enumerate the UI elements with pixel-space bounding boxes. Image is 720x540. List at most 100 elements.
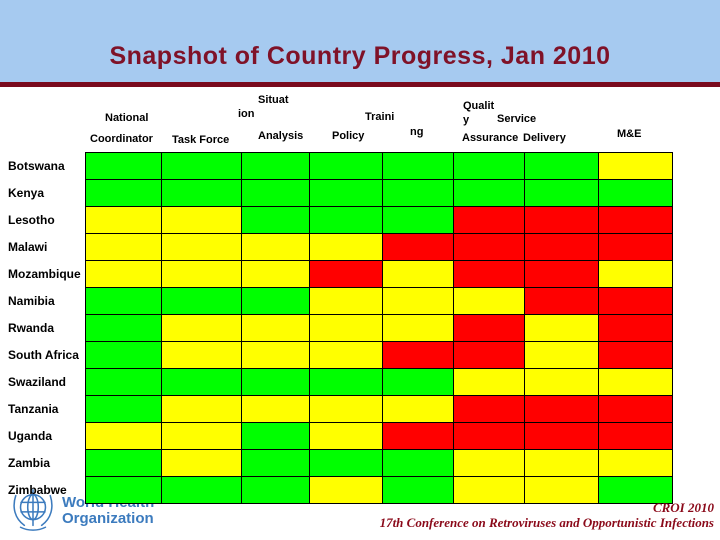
status-cell-rwanda-col6 (453, 314, 524, 341)
status-cell-rwanda-col4 (309, 314, 382, 341)
row-label-kenya: Kenya (8, 185, 45, 200)
status-cell-tanzania-col2 (161, 395, 241, 422)
status-cell-zimbabwe-col5 (382, 476, 453, 503)
status-cell-swaziland-col1 (85, 368, 161, 395)
status-cell-botswana-col3 (241, 152, 309, 179)
status-cell-uganda-col4 (309, 422, 382, 449)
status-cell-zimbabwe-col7 (524, 476, 598, 503)
status-cell-rwanda-col2 (161, 314, 241, 341)
status-cell-tanzania-col5 (382, 395, 453, 422)
status-cell-rwanda-col1 (85, 314, 161, 341)
status-cell-swaziland-col4 (309, 368, 382, 395)
status-cell-rwanda-col5 (382, 314, 453, 341)
status-cell-namibia-col5 (382, 287, 453, 314)
status-cell-south-africa-col6 (453, 341, 524, 368)
title-divider (0, 82, 720, 87)
status-cell-south-africa-col5 (382, 341, 453, 368)
status-cell-rwanda-col8 (598, 314, 672, 341)
row-label-malawi: Malawi (8, 239, 48, 254)
row-label-south-africa: South Africa (8, 347, 79, 362)
conference-footer: CROI 2010 17th Conference on Retroviruse… (380, 500, 714, 530)
row-label-uganda: Uganda (8, 428, 53, 443)
status-cell-namibia-col6 (453, 287, 524, 314)
row-label-lesotho: Lesotho (8, 212, 55, 227)
col-header-situat: Situat (258, 94, 289, 106)
status-cell-zambia-col3 (241, 449, 309, 476)
status-cell-uganda-col7 (524, 422, 598, 449)
status-cell-south-africa-col8 (598, 341, 672, 368)
status-cell-mozambique-col7 (524, 260, 598, 287)
progress-heatmap (85, 152, 673, 504)
row-label-rwanda: Rwanda (8, 320, 55, 335)
status-cell-botswana-col6 (453, 152, 524, 179)
col-header-ion: ion (238, 108, 255, 120)
status-cell-kenya-col6 (453, 179, 524, 206)
row-label-namibia: Namibia (8, 293, 55, 308)
status-cell-kenya-col3 (241, 179, 309, 206)
status-cell-botswana-col1 (85, 152, 161, 179)
col-header-assurance: Assurance (462, 132, 519, 144)
status-cell-uganda-col5 (382, 422, 453, 449)
status-cell-malawi-col6 (453, 233, 524, 260)
status-cell-tanzania-col6 (453, 395, 524, 422)
status-cell-rwanda-col3 (241, 314, 309, 341)
status-cell-kenya-col5 (382, 179, 453, 206)
status-cell-kenya-col8 (598, 179, 672, 206)
col-header-me: M&E (617, 128, 642, 140)
status-cell-malawi-col5 (382, 233, 453, 260)
status-cell-kenya-col2 (161, 179, 241, 206)
status-cell-rwanda-col7 (524, 314, 598, 341)
row-label-mozambique: Mozambique (8, 266, 81, 281)
status-cell-mozambique-col5 (382, 260, 453, 287)
status-cell-south-africa-col1 (85, 341, 161, 368)
status-cell-south-africa-col7 (524, 341, 598, 368)
status-cell-south-africa-col4 (309, 341, 382, 368)
status-cell-malawi-col7 (524, 233, 598, 260)
status-cell-zimbabwe-col8 (598, 476, 672, 503)
status-cell-tanzania-col7 (524, 395, 598, 422)
status-cell-kenya-col7 (524, 179, 598, 206)
status-cell-zambia-col8 (598, 449, 672, 476)
status-cell-namibia-col8 (598, 287, 672, 314)
status-cell-zambia-col4 (309, 449, 382, 476)
status-cell-mozambique-col4 (309, 260, 382, 287)
status-cell-kenya-col4 (309, 179, 382, 206)
row-label-zimbabwe: Zimbabwe (8, 482, 67, 497)
conference-name: CROI 2010 (652, 500, 714, 515)
status-cell-uganda-col2 (161, 422, 241, 449)
status-cell-swaziland-col3 (241, 368, 309, 395)
status-cell-zimbabwe-col2 (161, 476, 241, 503)
status-cell-zambia-col2 (161, 449, 241, 476)
status-cell-malawi-col8 (598, 233, 672, 260)
status-cell-lesotho-col1 (85, 206, 161, 233)
status-cell-zambia-col1 (85, 449, 161, 476)
status-cell-zimbabwe-col4 (309, 476, 382, 503)
status-cell-tanzania-col4 (309, 395, 382, 422)
title-band (0, 0, 720, 82)
status-cell-namibia-col1 (85, 287, 161, 314)
country-labels: Botswana Kenya Lesotho Malawi Mozambique Nami… (0, 152, 85, 503)
status-cell-swaziland-col2 (161, 368, 241, 395)
status-cell-botswana-col8 (598, 152, 672, 179)
status-cell-lesotho-col8 (598, 206, 672, 233)
status-cell-swaziland-col8 (598, 368, 672, 395)
row-label-tanzania: Tanzania (8, 401, 59, 416)
status-cell-lesotho-col5 (382, 206, 453, 233)
status-cell-mozambique-col8 (598, 260, 672, 287)
status-cell-tanzania-col3 (241, 395, 309, 422)
status-cell-mozambique-col3 (241, 260, 309, 287)
status-cell-tanzania-col8 (598, 395, 672, 422)
status-cell-botswana-col4 (309, 152, 382, 179)
status-cell-lesotho-col2 (161, 206, 241, 233)
status-cell-malawi-col2 (161, 233, 241, 260)
status-cell-malawi-col3 (241, 233, 309, 260)
row-label-botswana: Botswana (8, 158, 65, 173)
status-cell-tanzania-col1 (85, 395, 161, 422)
slide-title: Snapshot of Country Progress, Jan 2010 (109, 42, 611, 70)
col-header-task-force: Task Force (172, 134, 230, 146)
status-cell-botswana-col2 (161, 152, 241, 179)
status-cell-zimbabwe-col3 (241, 476, 309, 503)
who-text-line2: Organization (62, 510, 154, 527)
conference-subtitle: 17th Conference on Retroviruses and Oppo… (379, 515, 714, 530)
